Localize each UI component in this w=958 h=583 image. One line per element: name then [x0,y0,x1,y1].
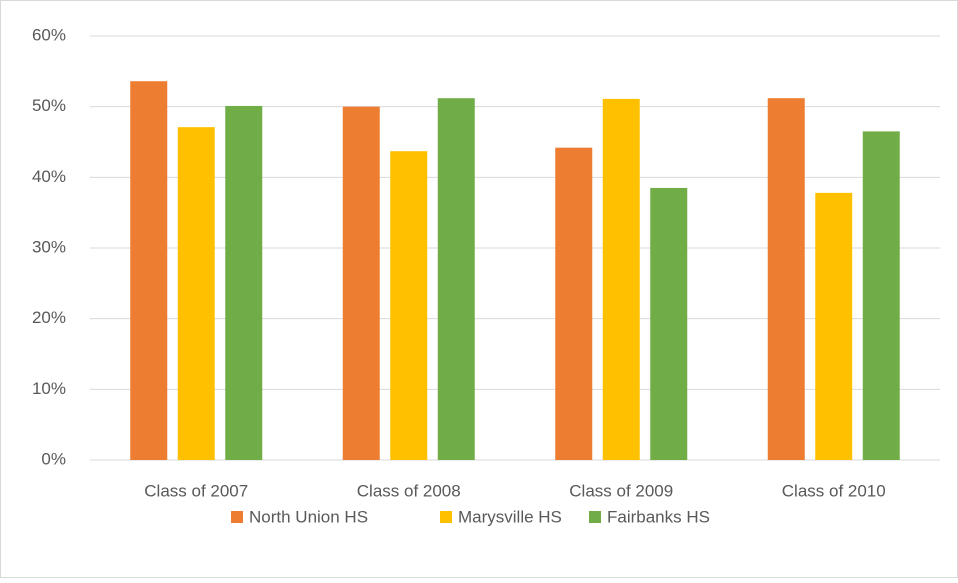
y-tick-label: 30% [32,237,66,256]
bar [177,127,215,460]
bar [225,105,263,461]
legend-swatch [440,511,452,523]
bar [767,98,805,460]
legend-swatch [589,511,601,523]
bar [390,151,428,461]
legend-label: North Union HS [249,507,368,526]
x-tick-label: Class of 2009 [569,481,673,500]
y-tick-label: 60% [32,25,66,44]
bar [342,106,380,461]
y-tick-label: 40% [32,167,66,186]
bar [650,187,688,460]
legend-label: Fairbanks HS [607,507,710,526]
bar [437,98,475,460]
x-tick-label: Class of 2008 [357,481,461,500]
bar [130,81,168,460]
y-tick-label: 20% [32,308,66,327]
x-tick-label: Class of 2010 [782,481,886,500]
bar [555,147,593,461]
bar [815,192,853,460]
legend-label: Marysville HS [458,507,562,526]
x-tick-label: Class of 2007 [144,481,248,500]
bar [602,98,640,460]
bar [862,131,900,460]
y-tick-label: 0% [41,449,66,468]
legend-swatch [231,511,243,523]
y-tick-label: 10% [32,379,66,398]
y-tick-label: 50% [32,96,66,115]
